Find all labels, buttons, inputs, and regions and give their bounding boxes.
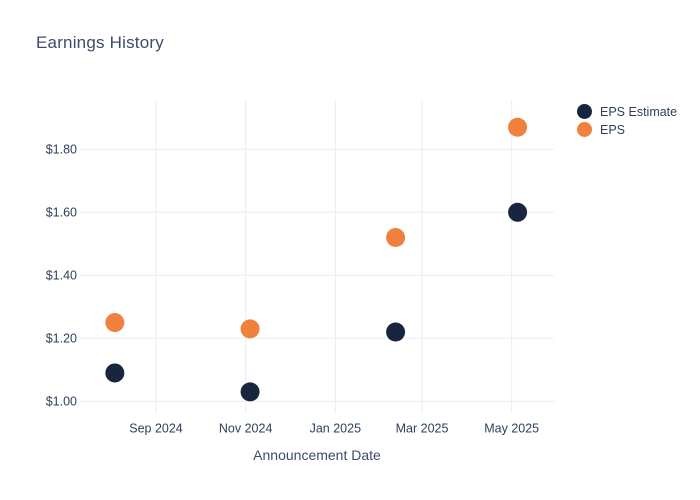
- y-tick-label: $1.40: [46, 269, 77, 283]
- data-point-eps[interactable]: [240, 319, 260, 339]
- x-tick-label: Jan 2025: [310, 422, 361, 436]
- x-tick-label: May 2025: [484, 422, 539, 436]
- data-point-eps[interactable]: [386, 228, 406, 247]
- y-tick-label: $1.00: [46, 395, 77, 409]
- x-tick-label: Nov 2024: [219, 422, 273, 436]
- data-point-eps[interactable]: [508, 117, 528, 137]
- data-point-eps-estimate[interactable]: [105, 363, 125, 383]
- x-tick-label: Sep 2024: [129, 422, 183, 436]
- data-point-eps[interactable]: [105, 313, 125, 333]
- legend-marker-eps-estimate-icon: [577, 104, 592, 119]
- legend-item-eps[interactable]: EPS: [577, 122, 677, 137]
- y-tick-label: $1.80: [46, 143, 77, 157]
- x-tick-label: Mar 2025: [396, 422, 449, 436]
- legend-label: EPS: [600, 122, 626, 137]
- legend-label: EPS Estimate: [600, 104, 678, 119]
- y-tick-label: $1.20: [46, 332, 77, 346]
- legend-item-eps-estimate[interactable]: EPS Estimate: [577, 104, 677, 119]
- data-point-eps-estimate[interactable]: [386, 322, 406, 342]
- x-axis-title: Announcement Date: [253, 447, 381, 463]
- data-point-eps-estimate[interactable]: [240, 382, 260, 402]
- legend: EPS Estimate EPS: [577, 104, 677, 140]
- chart-title: Earnings History: [36, 33, 164, 52]
- data-point-eps-estimate[interactable]: [508, 202, 528, 222]
- legend-marker-eps-icon: [577, 122, 592, 137]
- y-tick-label: $1.60: [46, 206, 77, 220]
